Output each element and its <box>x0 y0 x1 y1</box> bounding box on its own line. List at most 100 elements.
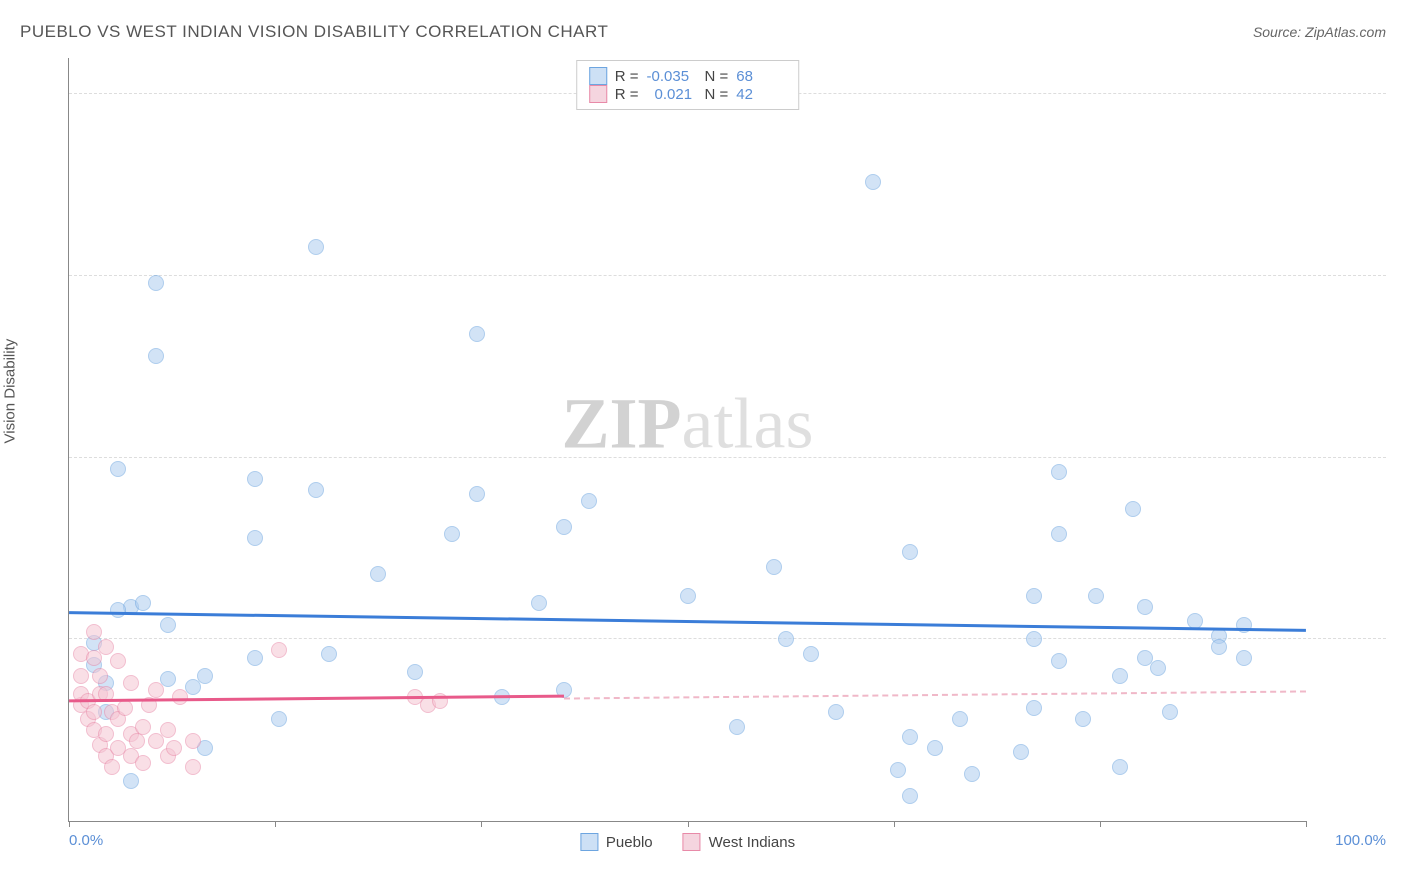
swatch-blue <box>580 833 598 851</box>
data-point <box>1051 526 1067 542</box>
data-point <box>148 348 164 364</box>
data-point <box>247 471 263 487</box>
data-point <box>92 668 108 684</box>
x-tick <box>481 821 482 827</box>
data-point <box>902 544 918 560</box>
data-point <box>160 617 176 633</box>
data-point <box>129 733 145 749</box>
data-point <box>110 602 126 618</box>
data-point <box>104 759 120 775</box>
data-point <box>1112 668 1128 684</box>
data-point <box>1088 588 1104 604</box>
data-point <box>110 653 126 669</box>
data-point <box>1051 653 1067 669</box>
data-point <box>135 719 151 735</box>
data-point <box>98 639 114 655</box>
source-attribution: Source: ZipAtlas.com <box>1253 24 1386 40</box>
trend-line <box>69 695 564 702</box>
data-point <box>86 704 102 720</box>
gridline-h: 5.0% <box>69 638 1386 639</box>
data-point <box>1026 700 1042 716</box>
x-label-max: 100.0% <box>1335 832 1386 849</box>
data-point <box>531 595 547 611</box>
legend-item-pueblo: Pueblo <box>580 833 653 851</box>
data-point <box>556 519 572 535</box>
data-point <box>160 722 176 738</box>
data-point <box>1051 464 1067 480</box>
x-tick <box>894 821 895 827</box>
data-point <box>865 174 881 190</box>
data-point <box>321 646 337 662</box>
trend-line-dashed <box>564 690 1306 699</box>
data-point <box>1075 711 1091 727</box>
data-point <box>828 704 844 720</box>
data-point <box>1137 599 1153 615</box>
legend-row-pueblo: R = -0.035 N = 68 <box>589 67 787 85</box>
data-point <box>73 668 89 684</box>
data-point <box>1150 660 1166 676</box>
data-point <box>185 759 201 775</box>
data-point <box>160 671 176 687</box>
x-tick <box>1306 821 1307 827</box>
data-point <box>86 624 102 640</box>
data-point <box>964 766 980 782</box>
chart-container: Vision Disability ZIPatlas R = -0.035 N … <box>20 58 1386 872</box>
data-point <box>110 461 126 477</box>
data-point <box>927 740 943 756</box>
swatch-pink <box>589 85 607 103</box>
gridline-h: 10.0% <box>69 457 1386 458</box>
data-point <box>729 719 745 735</box>
data-point <box>902 788 918 804</box>
data-point <box>469 486 485 502</box>
gridline-h: 15.0% <box>69 275 1386 276</box>
data-point <box>271 642 287 658</box>
data-point <box>766 559 782 575</box>
data-point <box>135 755 151 771</box>
swatch-blue <box>589 67 607 85</box>
data-point <box>680 588 696 604</box>
x-label-min: 0.0% <box>69 832 103 849</box>
y-axis-label: Vision Disability <box>2 339 19 444</box>
watermark: ZIPatlas <box>562 383 814 466</box>
data-point <box>370 566 386 582</box>
data-point <box>117 700 133 716</box>
x-tick <box>688 821 689 827</box>
data-point <box>407 664 423 680</box>
data-point <box>1162 704 1178 720</box>
x-tick <box>1100 821 1101 827</box>
data-point <box>952 711 968 727</box>
data-point <box>890 762 906 778</box>
data-point <box>1112 759 1128 775</box>
data-point <box>902 729 918 745</box>
data-point <box>197 668 213 684</box>
data-point <box>308 482 324 498</box>
data-point <box>581 493 597 509</box>
chart-header: PUEBLO VS WEST INDIAN VISION DISABILITY … <box>20 22 1386 42</box>
data-point <box>123 675 139 691</box>
data-point <box>271 711 287 727</box>
data-point <box>1211 639 1227 655</box>
data-point <box>1026 588 1042 604</box>
series-legend: Pueblo West Indians <box>580 833 795 851</box>
data-point <box>1125 501 1141 517</box>
data-point <box>247 650 263 666</box>
chart-title: PUEBLO VS WEST INDIAN VISION DISABILITY … <box>20 22 608 42</box>
correlation-legend: R = -0.035 N = 68 R = 0.021 N = 42 <box>576 60 800 110</box>
data-point <box>98 726 114 742</box>
data-point <box>135 595 151 611</box>
data-point <box>308 239 324 255</box>
trend-line <box>69 612 1306 632</box>
legend-row-west-indians: R = 0.021 N = 42 <box>589 85 787 103</box>
data-point <box>148 275 164 291</box>
data-point <box>1013 744 1029 760</box>
data-point <box>185 733 201 749</box>
data-point <box>778 631 794 647</box>
x-tick <box>275 821 276 827</box>
data-point <box>148 682 164 698</box>
swatch-pink <box>683 833 701 851</box>
data-point <box>803 646 819 662</box>
data-point <box>444 526 460 542</box>
data-point <box>247 530 263 546</box>
data-point <box>1236 650 1252 666</box>
data-point <box>1026 631 1042 647</box>
